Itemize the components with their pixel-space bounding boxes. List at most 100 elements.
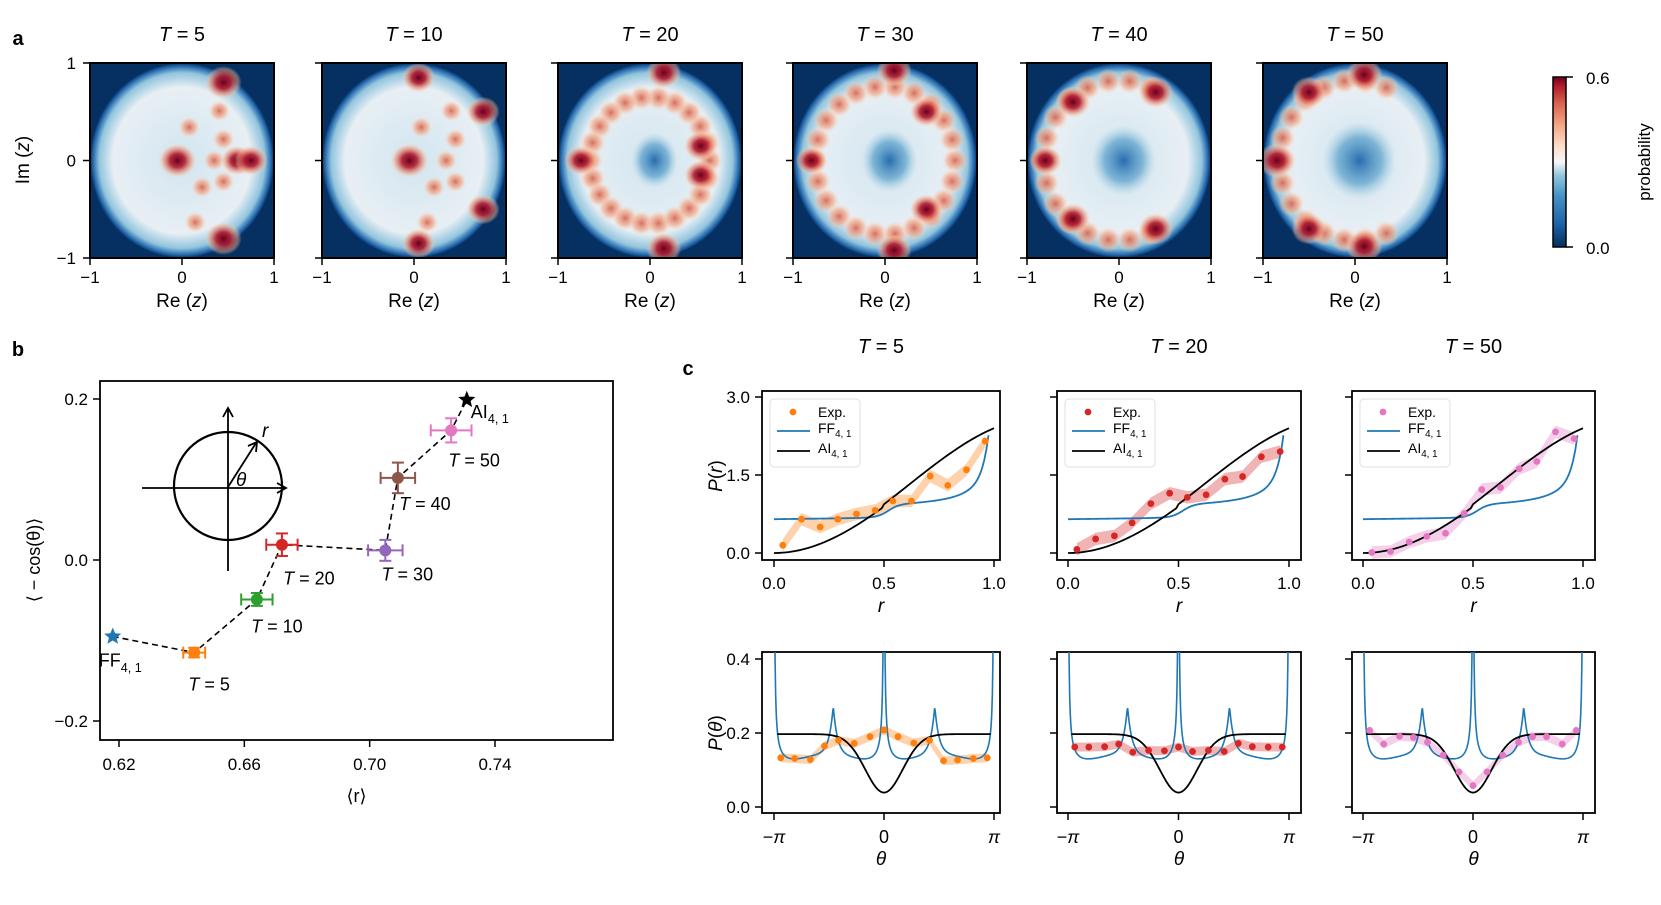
exp-point (1405, 538, 1413, 546)
x-tick-label: 0.5 (1461, 574, 1485, 593)
heatmap-image (1263, 63, 1447, 258)
exp-point (850, 739, 858, 747)
exp-point (963, 466, 970, 474)
x-tick-label: 1 (1442, 268, 1451, 287)
exp-point (1558, 740, 1566, 748)
x-axis-label: θ (1174, 849, 1185, 870)
exp-point (853, 510, 860, 518)
exp-point (1183, 493, 1191, 501)
panel-letter-a: a (12, 28, 24, 50)
colorbar-label: probability (1635, 123, 1654, 201)
exp-point (1499, 751, 1507, 759)
exp-point (880, 726, 888, 734)
heatmap-image (793, 63, 977, 258)
exp-point (1442, 529, 1449, 537)
exp-point (1129, 748, 1137, 756)
x-axis-label: θ (1468, 849, 1479, 870)
legend-exp: Exp. (1113, 404, 1141, 420)
exp-point (969, 755, 977, 762)
exp-point (983, 754, 991, 762)
y-tick-label: 0 (67, 152, 76, 171)
x-tick-label: 0 (409, 268, 418, 287)
exp-point (777, 754, 785, 762)
point-label: T = 10 (251, 616, 303, 636)
point-label: T = 20 (283, 569, 335, 589)
x-tick-label: −π (763, 827, 787, 847)
point-marker (445, 424, 458, 437)
x-tick-label: π (988, 827, 1001, 847)
exp-point (1111, 532, 1118, 540)
exp-point (807, 756, 814, 764)
heatmap-title: T = 30 (856, 24, 913, 46)
panel-letter-c: c (682, 358, 693, 380)
x-tick-label: 0 (645, 268, 654, 287)
exp-point (834, 515, 842, 523)
ai-theory-curve (1067, 427, 1290, 554)
exp-point (1085, 743, 1093, 751)
x-axis-label: Re (z) (1329, 291, 1381, 312)
heatmap-panel: −1 0 1 Re (z) T = 10 (312, 24, 510, 312)
x-tick-label: 1.0 (1277, 574, 1301, 593)
exp-point (1145, 746, 1153, 754)
data-point: T = 40 (379, 461, 451, 514)
colorbar: 0.6 0.0 probability (1552, 69, 1654, 258)
x-tick-label: 1 (1206, 268, 1215, 287)
x-axis-label: r (878, 596, 885, 617)
y-tick-label: 0.0 (726, 544, 750, 563)
column-title: T = 50 (1445, 336, 1502, 358)
exp-point (866, 733, 874, 741)
heatmap-panel: −1 0 1 Re (z) T = 40 (1017, 24, 1215, 312)
y-axis-label-pr: P(r) (706, 460, 727, 492)
exp-point (1115, 740, 1123, 748)
point-label: AI4, 1 (471, 402, 509, 426)
exp-point (944, 482, 952, 489)
exp-point (1478, 486, 1486, 493)
exp-point (1204, 746, 1212, 754)
exp-point (910, 739, 918, 747)
exp-point (926, 737, 933, 744)
x-tick-label: 0.70 (353, 755, 386, 774)
ai-theory-curve (1071, 733, 1286, 794)
panel-b-scatter: 0.62 0.66 0.70 0.74 0.2 0.0 −0.2 ⟨r⟩ ⟨ − cos(θ)⟩… (24, 380, 614, 806)
y-axis-label-ptheta: P(θ) (706, 715, 727, 751)
trajectory-line (112, 399, 468, 654)
x-tick-label: −1 (548, 268, 567, 287)
exp-point (1455, 768, 1463, 776)
heatmap-image (558, 63, 742, 258)
exp-point (1469, 782, 1477, 789)
y-tick-label: 0.4 (726, 650, 750, 669)
colorbar-max-label: 0.6 (1586, 69, 1610, 88)
x-axis-label: Re (z) (156, 291, 208, 312)
y-tick-label: 0.0 (726, 798, 750, 817)
point-marker (391, 471, 404, 484)
x-tick-label: π (1577, 827, 1590, 847)
exp-point (1071, 743, 1079, 751)
legend-ff: FF4, 1 (1113, 420, 1146, 440)
panel-a-heatmaps: −1 0 1 1 0 −1 Re (z) T = 5 −1 0 1 Re (z) T = 10 −1 0 1 R… (13, 24, 1654, 312)
x-tick-label: −1 (1017, 268, 1036, 287)
point-label: T = 5 (188, 675, 230, 695)
exp-point (1424, 738, 1431, 746)
legend-exp: Exp. (1408, 404, 1436, 420)
heatmap-title: T = 40 (1090, 24, 1147, 46)
inset-r-label: r (262, 421, 269, 442)
exp-error-band (1371, 425, 1575, 559)
x-axis-label: Re (z) (388, 291, 440, 312)
exp-point (908, 497, 915, 505)
star-marker (458, 390, 476, 408)
heatmap-title: T = 20 (621, 24, 678, 46)
ff-theory-curve (773, 435, 990, 521)
exp-point (954, 756, 961, 764)
ai-theory-curve (1362, 427, 1584, 554)
exp-point (1257, 453, 1265, 461)
legend-ff: FF4, 1 (1408, 420, 1441, 440)
exp-point (1092, 535, 1100, 543)
exp-point (1101, 743, 1109, 751)
ff-theory-curve (1068, 652, 1289, 760)
exp-point (1570, 435, 1578, 442)
heatmap-title: T = 5 (159, 24, 205, 46)
y-tick-label: −0.2 (54, 712, 88, 731)
point-marker (250, 593, 263, 606)
